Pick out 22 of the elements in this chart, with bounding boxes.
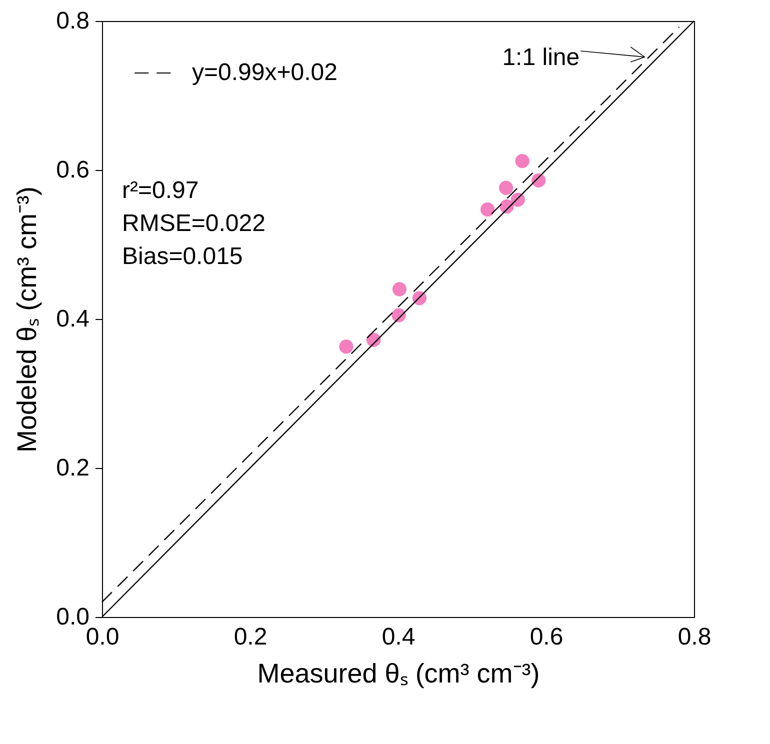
x-tick-label: 0.6 — [530, 624, 564, 650]
x-tick-label: 0.8 — [678, 624, 712, 650]
x-tick-label: 0.4 — [382, 624, 416, 650]
legend-label: y=0.99x+0.02 — [192, 59, 338, 86]
point — [392, 308, 406, 322]
y-tick-label: 0.8 — [56, 8, 90, 34]
annotation: r²=0.97 — [122, 177, 199, 204]
x-axis-title: Measured θₛ (cm³ cm⁻³) — [257, 658, 540, 688]
annotation: RMSE=0.022 — [122, 210, 266, 237]
point — [498, 180, 514, 195]
y-tick-label: 0.6 — [56, 156, 90, 184]
y-axis-title: Modeled θₛ (cm³ cm⁻³) — [12, 186, 42, 453]
annotation: Bias=0.015 — [122, 243, 243, 270]
point — [515, 154, 530, 168]
y-tick-label: 0.2 — [56, 454, 90, 482]
point — [480, 202, 495, 217]
point — [532, 173, 546, 188]
point — [392, 282, 407, 296]
annotation: 1:1 line — [502, 44, 580, 71]
x-tick-label: 0.2 — [234, 624, 268, 650]
point — [339, 340, 354, 354]
y-tick-label: 0.4 — [56, 306, 90, 332]
